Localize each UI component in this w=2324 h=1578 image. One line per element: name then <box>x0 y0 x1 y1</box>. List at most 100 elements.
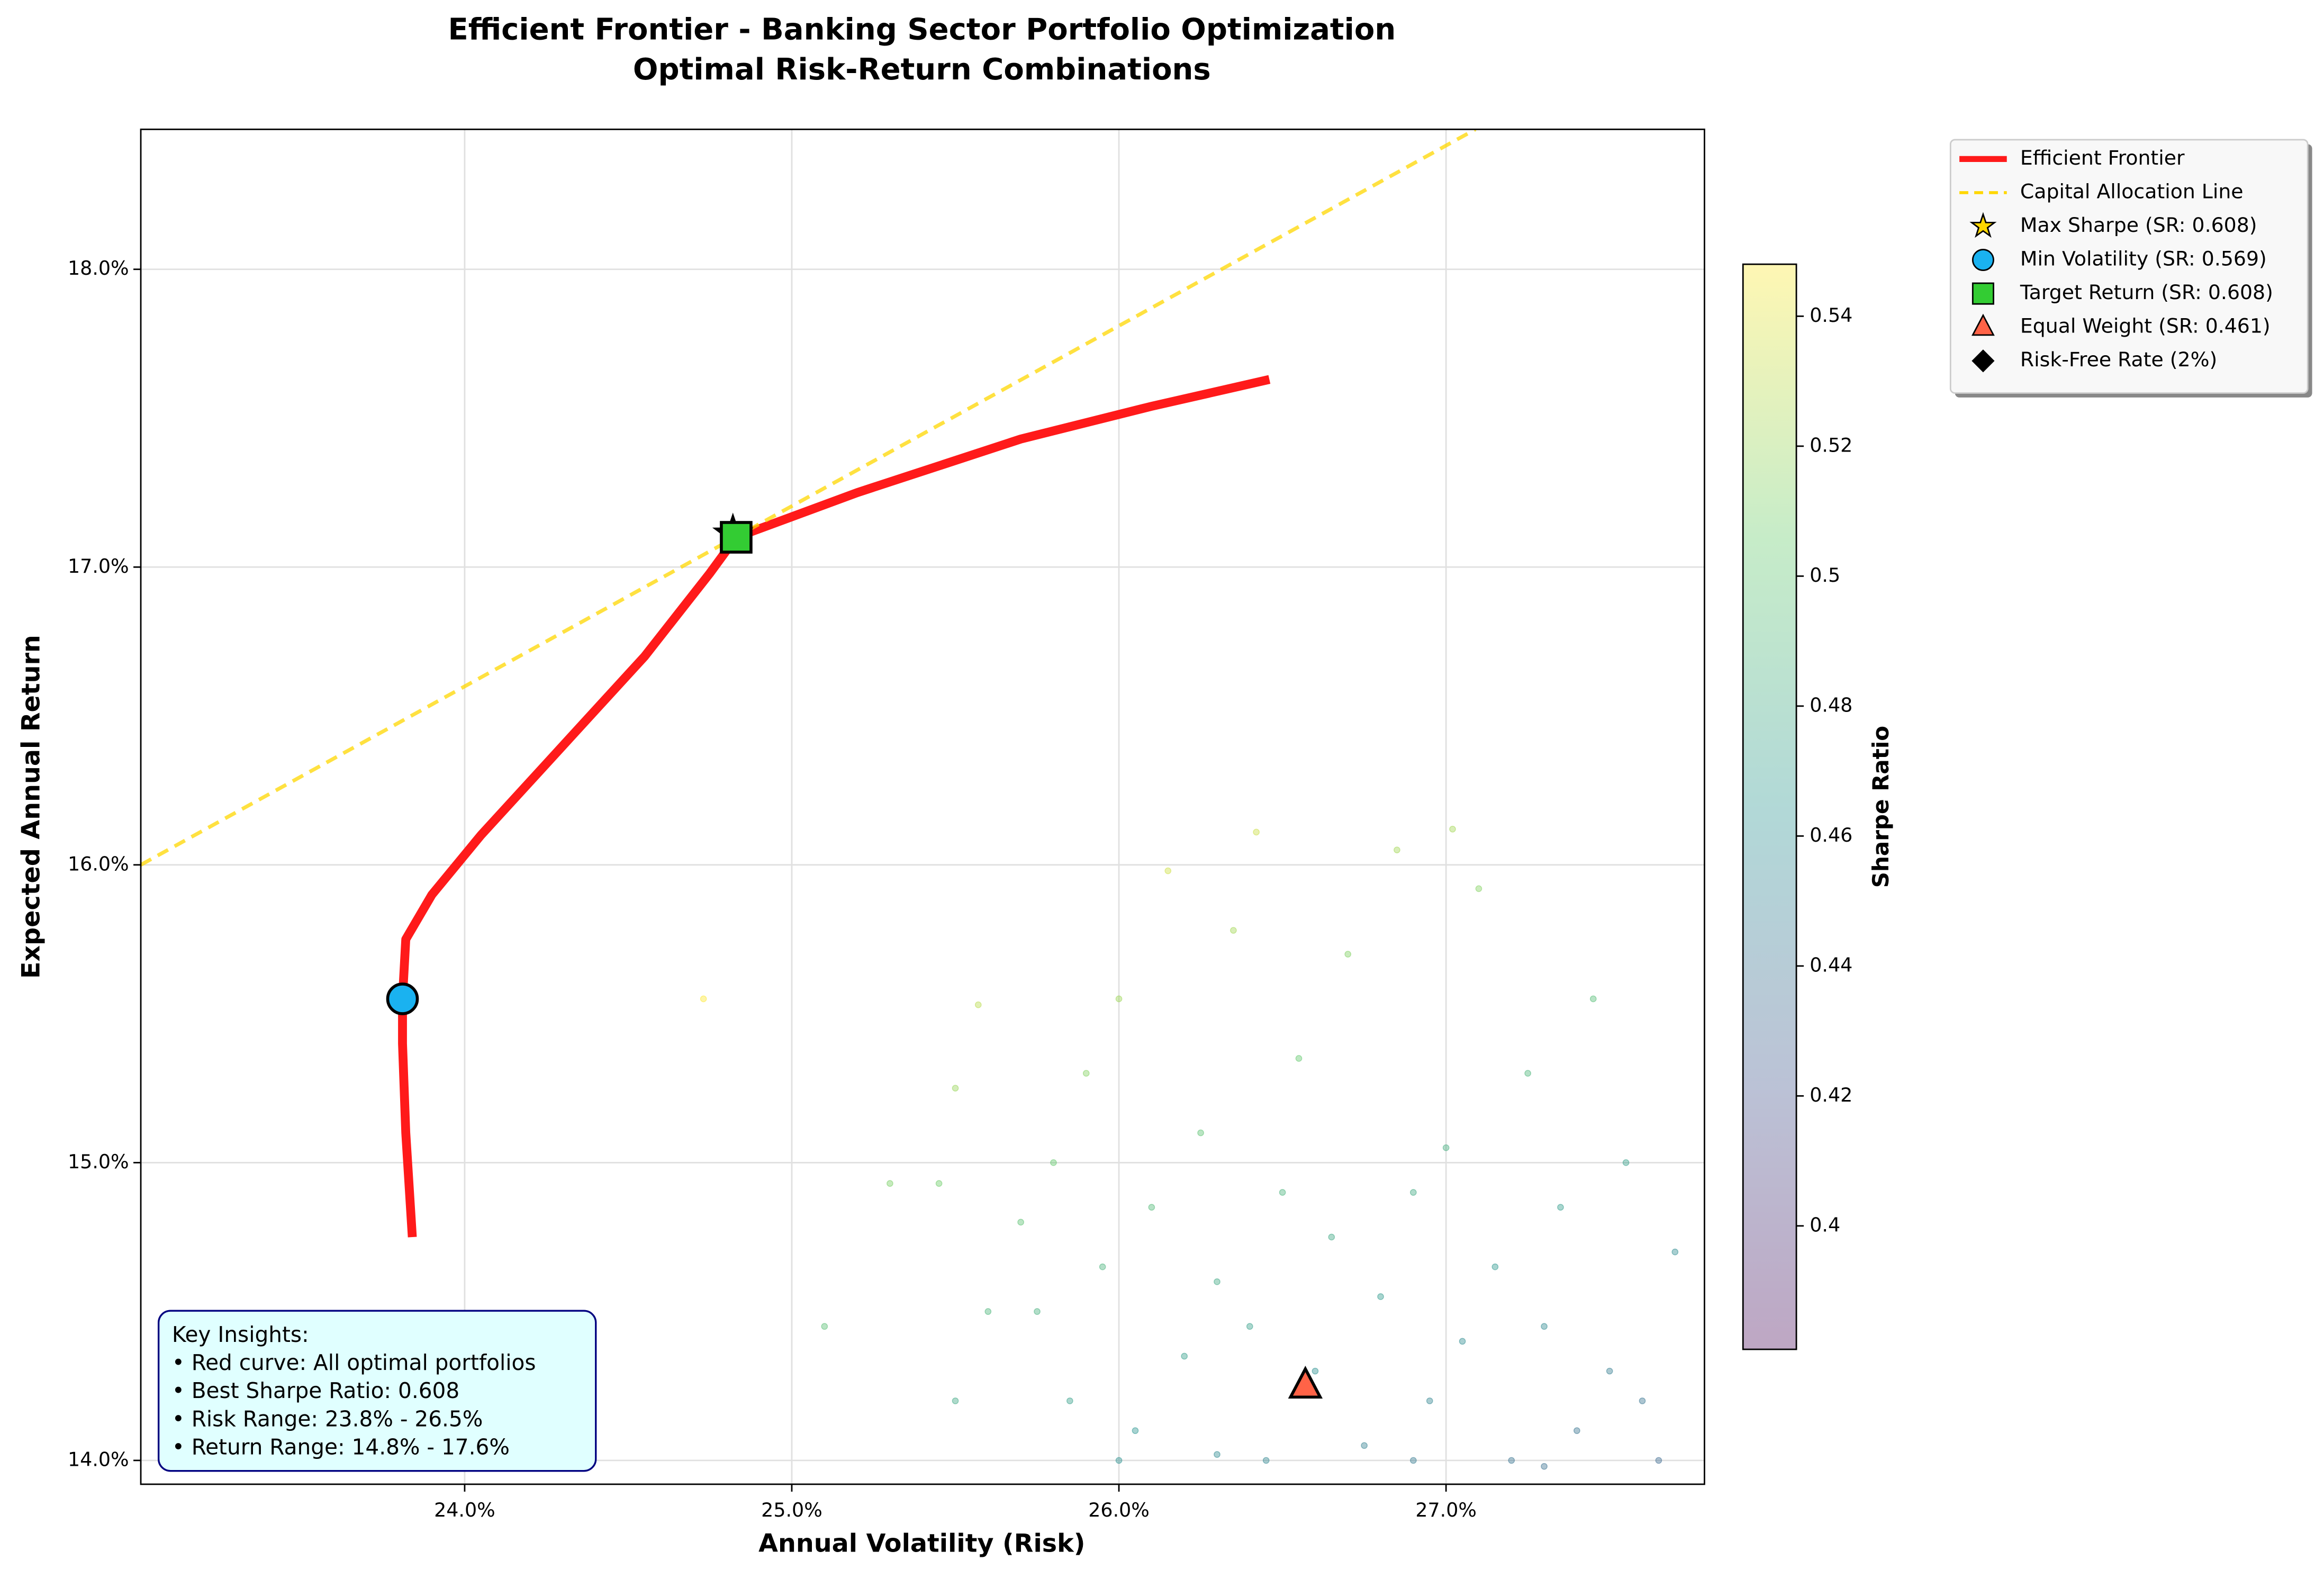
portfolio-point <box>1361 1442 1368 1449</box>
legend-label: Risk-Free Rate (2%) <box>2020 348 2217 371</box>
colorbar-tick-label: 0.54 <box>1810 304 1852 327</box>
y-tick-label: 18.0% <box>68 257 129 279</box>
portfolio-point <box>1132 1427 1139 1434</box>
portfolio-point <box>1574 1427 1580 1434</box>
legend-label: Efficient Frontier <box>2020 146 2185 169</box>
portfolio-point <box>952 1397 959 1404</box>
portfolio-point <box>1449 825 1456 833</box>
annotation-text: • Risk Range: 23.8% - 26.5% <box>172 1406 483 1431</box>
portfolio-point <box>1491 1263 1499 1270</box>
annotation-text: Key Insights: <box>172 1322 309 1347</box>
portfolio-point <box>1622 1159 1630 1166</box>
x-tick-label: 25.0% <box>761 1499 822 1521</box>
portfolio-point <box>1328 1233 1335 1241</box>
portfolio-point <box>984 1308 992 1315</box>
portfolio-point <box>1344 951 1352 958</box>
portfolio-point <box>1262 1457 1270 1464</box>
portfolio-point <box>1459 1338 1466 1345</box>
portfolio-point <box>1410 1457 1417 1464</box>
portfolio-point <box>1034 1308 1041 1315</box>
portfolio-point <box>1214 1451 1220 1458</box>
colorbar-label: Sharpe Ratio <box>1868 726 1894 888</box>
portfolio-point <box>1655 1457 1662 1464</box>
portfolio-point <box>1671 1248 1679 1256</box>
y-tick-label: 16.0% <box>68 852 129 875</box>
legend-label: Capital Allocation Line <box>2020 179 2244 203</box>
portfolio-point <box>1442 1144 1450 1151</box>
portfolio-point <box>1508 1457 1515 1464</box>
marker <box>1971 313 1995 336</box>
x-tick-label: 26.0% <box>1088 1499 1150 1521</box>
portfolio-point <box>1639 1397 1646 1404</box>
annotation-box <box>157 1310 597 1472</box>
portfolio-point <box>1164 867 1172 874</box>
portfolio-point <box>1246 1323 1253 1330</box>
annotation-text: • Return Range: 14.8% - 17.6% <box>172 1435 510 1460</box>
portfolio-point <box>1197 1129 1204 1137</box>
y-tick-label: 17.0% <box>68 555 129 578</box>
series-line <box>141 129 1477 867</box>
portfolio-point <box>1214 1278 1220 1285</box>
marker <box>1972 349 1995 373</box>
portfolio-point <box>1099 1263 1106 1270</box>
y-axis-label: Expected Annual Return <box>17 635 46 979</box>
x-axis-label: Annual Volatility (Risk) <box>758 1529 1085 1558</box>
colorbar-tick-label: 0.4 <box>1810 1213 1840 1236</box>
marker <box>1972 282 1994 305</box>
marker <box>386 982 419 1015</box>
chart-subtitle: Optimal Risk-Return Combinations <box>633 52 1211 87</box>
portfolio-point <box>1541 1463 1548 1470</box>
colorbar-tick-label: 0.46 <box>1810 824 1852 846</box>
legend-box <box>1949 139 2309 394</box>
portfolio-point <box>887 1180 893 1187</box>
portfolio-point <box>1181 1352 1188 1360</box>
colorbar <box>1742 263 1797 1350</box>
chart-title: Efficient Frontier - Banking Sector Port… <box>448 13 1396 47</box>
portfolio-point <box>1253 828 1260 836</box>
portfolio-point <box>700 995 707 1003</box>
marker <box>1969 212 1997 238</box>
portfolio-point <box>1017 1219 1024 1226</box>
portfolio-point <box>935 1180 943 1187</box>
portfolio-point <box>975 1001 982 1008</box>
portfolio-point <box>1082 1070 1090 1077</box>
portfolio-point <box>1115 995 1123 1003</box>
portfolio-point <box>1589 995 1597 1003</box>
y-tick-label: 14.0% <box>68 1448 129 1471</box>
series-line <box>398 375 1271 1238</box>
legend-label: Equal Weight (SR: 0.461) <box>2020 314 2271 338</box>
portfolio-point <box>1312 1367 1319 1375</box>
legend-label: Max Sharpe (SR: 0.608) <box>2020 213 2257 237</box>
portfolio-point <box>1115 1457 1123 1464</box>
colorbar-tick-label: 0.5 <box>1810 564 1840 587</box>
annotation-text: • Red curve: All optimal portfolios <box>172 1350 536 1375</box>
portfolio-point <box>1557 1204 1564 1211</box>
colorbar-tick-label: 0.42 <box>1810 1084 1852 1106</box>
x-tick-label: 27.0% <box>1415 1499 1477 1521</box>
portfolio-point <box>1377 1293 1384 1300</box>
colorbar-tick-label: 0.44 <box>1810 953 1852 976</box>
portfolio-point <box>1410 1189 1417 1196</box>
portfolio-point <box>1426 1397 1433 1404</box>
portfolio-point <box>1524 1070 1531 1077</box>
portfolio-point <box>1541 1323 1548 1330</box>
portfolio-point <box>821 1323 828 1330</box>
y-tick-label: 15.0% <box>68 1150 129 1173</box>
portfolio-point <box>1394 846 1400 853</box>
plot-frame <box>140 128 1705 1485</box>
colorbar-tick-label: 0.52 <box>1810 434 1852 456</box>
marker <box>1288 1366 1323 1399</box>
portfolio-point <box>1148 1204 1155 1211</box>
portfolio-point <box>1066 1397 1073 1404</box>
portfolio-point <box>1606 1367 1613 1375</box>
x-tick-label: 24.0% <box>434 1499 495 1521</box>
marker <box>1972 249 1994 272</box>
legend-label: Min Volatility (SR: 0.569) <box>2020 247 2267 270</box>
legend-label: Target Return (SR: 0.608) <box>2020 281 2273 304</box>
portfolio-point <box>1279 1189 1286 1196</box>
portfolio-point <box>1050 1159 1057 1166</box>
portfolio-point <box>1230 927 1237 934</box>
portfolio-point <box>1295 1055 1303 1062</box>
colorbar-tick-label: 0.48 <box>1810 693 1852 716</box>
